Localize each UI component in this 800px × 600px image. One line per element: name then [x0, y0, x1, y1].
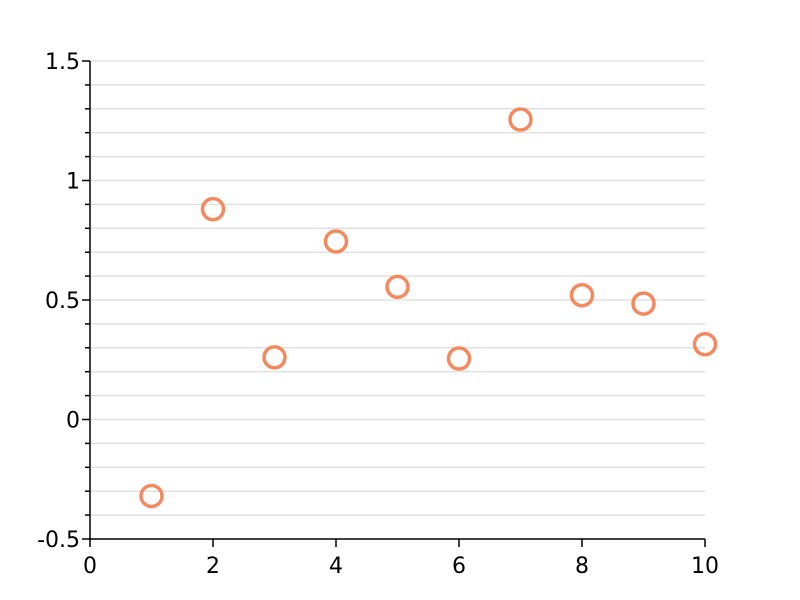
x-tick-label: 6	[452, 554, 466, 579]
x-tick-label: 4	[329, 554, 343, 579]
data-point	[139, 483, 164, 509]
data-point	[569, 282, 595, 308]
x-tick-label: 2	[206, 554, 220, 579]
data-point	[262, 345, 287, 370]
data-points	[139, 107, 718, 509]
data-point	[446, 346, 472, 371]
data-point	[692, 331, 718, 357]
data-point	[200, 196, 226, 222]
data-point	[508, 107, 533, 132]
data-point	[323, 229, 349, 254]
x-tick-label: 0	[83, 554, 97, 579]
x-tick-label: 10	[691, 554, 719, 579]
y-tick-label: 1.5	[45, 50, 80, 75]
data-point	[631, 291, 656, 316]
y-tick-label: 1	[66, 170, 80, 195]
y-tick-label: 0	[66, 409, 80, 434]
y-tick-label: -0.5	[37, 528, 80, 553]
axis-ticks	[82, 60, 706, 547]
data-point	[385, 274, 410, 300]
y-tick-label: 0.5	[45, 289, 80, 314]
tick-labels: -0.500.511.50 2 4 6 8 10	[37, 50, 719, 579]
x-tick-label: 8	[575, 554, 589, 579]
y-gridlines	[90, 60, 705, 516]
